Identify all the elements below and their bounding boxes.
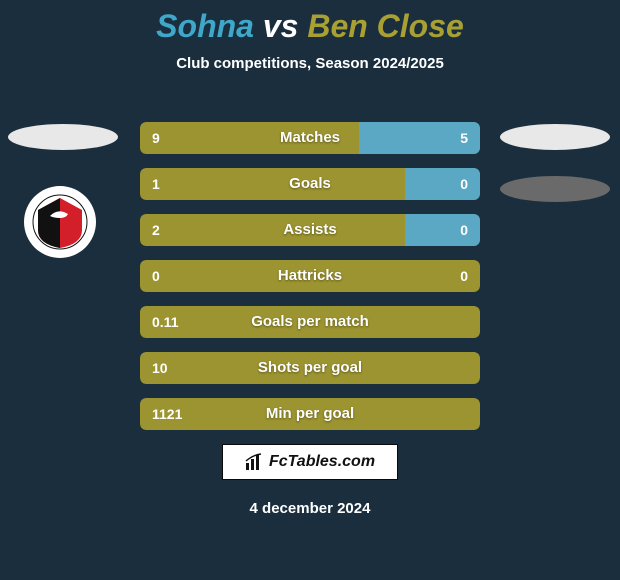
- stat-label: Hattricks: [140, 260, 480, 292]
- stat-row: 10Goals: [140, 168, 480, 200]
- stat-label: Assists: [140, 214, 480, 246]
- player2-name: Ben Close: [307, 8, 463, 44]
- fctables-text: FcTables.com: [269, 453, 375, 471]
- decorative-oval: [500, 176, 610, 202]
- stat-label: Matches: [140, 122, 480, 154]
- stat-label: Min per goal: [140, 398, 480, 430]
- decorative-oval: [8, 124, 118, 150]
- stat-label: Goals per match: [140, 306, 480, 338]
- bar-chart-icon: [245, 453, 263, 471]
- stats-bars: 95Matches 10Goals 20Assists 00Hattricks 0.11…: [140, 122, 480, 444]
- player1-name: Sohna: [156, 8, 254, 44]
- date: 4 december 2024: [0, 500, 620, 517]
- stat-row: 1121Min per goal: [140, 398, 480, 430]
- stat-row: 00Hattricks: [140, 260, 480, 292]
- fctables-logo[interactable]: FcTables.com: [222, 444, 398, 480]
- stat-label: Shots per goal: [140, 352, 480, 384]
- vs-text: vs: [263, 8, 299, 44]
- stat-row: 20Assists: [140, 214, 480, 246]
- stat-row: 10Shots per goal: [140, 352, 480, 384]
- decorative-oval: [500, 124, 610, 150]
- comparison-title: Sohna vs Ben Close: [0, 0, 620, 45]
- stat-label: Goals: [140, 168, 480, 200]
- cheltenham-badge-icon: [32, 194, 88, 250]
- club-logo: [24, 186, 96, 258]
- stat-row: 0.11Goals per match: [140, 306, 480, 338]
- stat-row: 95Matches: [140, 122, 480, 154]
- subtitle: Club competitions, Season 2024/2025: [0, 55, 620, 72]
